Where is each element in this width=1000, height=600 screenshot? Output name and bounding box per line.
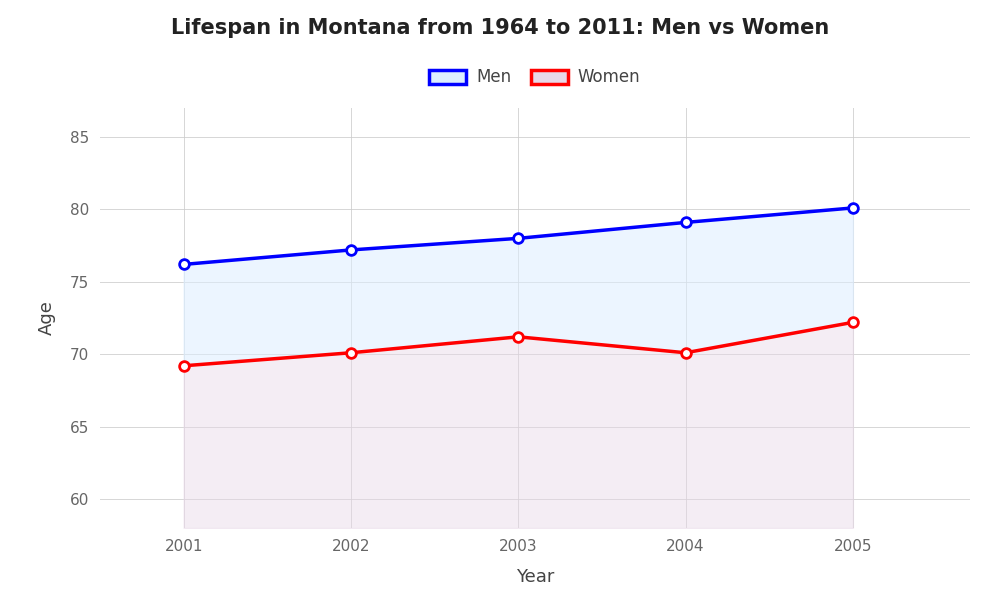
X-axis label: Year: Year — [516, 568, 554, 586]
Y-axis label: Age: Age — [38, 301, 56, 335]
Legend: Men, Women: Men, Women — [423, 62, 647, 93]
Text: Lifespan in Montana from 1964 to 2011: Men vs Women: Lifespan in Montana from 1964 to 2011: M… — [171, 18, 829, 38]
